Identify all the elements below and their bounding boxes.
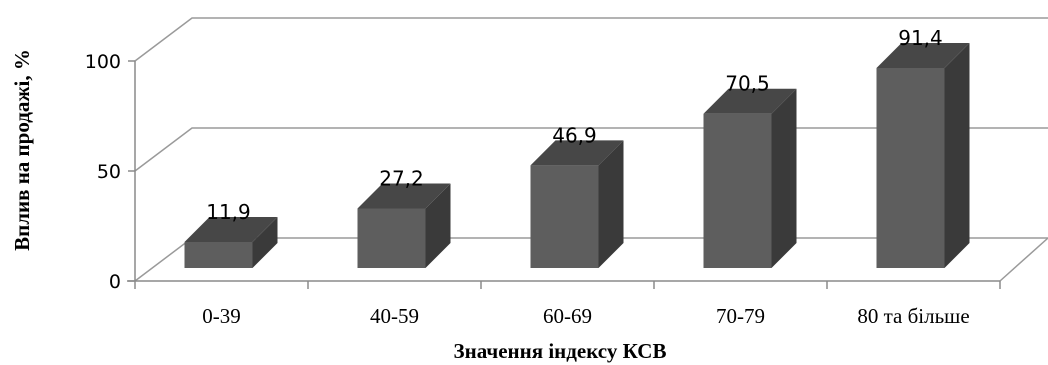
bar-top [357,183,451,209]
x-tick-label: 80 та більше [857,304,969,328]
bar-front [530,165,599,268]
bar-side [771,88,797,269]
y-tick-label: 100 [85,51,121,73]
bar-front [184,241,253,268]
y-tick-label: 0 [109,271,121,293]
bar-front [876,68,945,268]
bar-top [530,140,624,166]
x-tick-label: 70-79 [716,304,765,328]
bar-side [252,216,278,268]
bar-side [425,183,451,268]
chart-axes: 0 50 100 0-39 40-59 60-69 70-79 80 та більше [85,51,1001,328]
bar-side [598,140,624,268]
bar-value-label: 91,4 [898,26,943,50]
y-axis-title: Вплив на продажі, % [10,49,34,251]
bar-top [184,216,278,242]
bar-side [944,43,970,268]
bar-top [876,43,970,68]
x-axis-title: Значення індексу КСВ [454,339,667,363]
x-tick-label: 0-39 [202,304,241,328]
bar-value-label: 11,9 [206,200,251,224]
bar-value-label: 46,9 [552,123,597,147]
bar-value-label: 70,5 [725,72,770,96]
bar-front [357,208,426,268]
bar-value-label: 27,2 [379,166,424,190]
floor-edge [999,237,1048,282]
chart-labels: 11,9 27,2 46,9 70,5 91,4 [206,26,943,224]
x-tick-label: 60-69 [543,304,592,328]
bar-top [703,88,797,114]
y-tick-label: 50 [97,161,121,183]
gridline [134,17,1048,62]
chart-bars [184,43,970,269]
bar-front [703,113,772,269]
x-tick-label: 40-59 [370,304,419,328]
